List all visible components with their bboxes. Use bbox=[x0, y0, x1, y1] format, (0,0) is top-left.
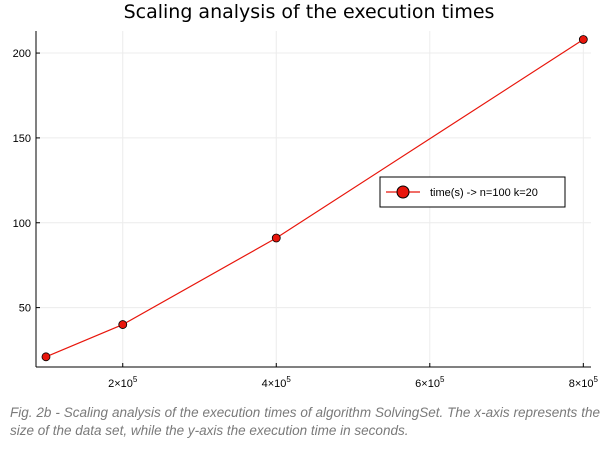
x-tick-label-exponent: 5 bbox=[133, 375, 138, 384]
figure-caption: Fig. 2b - Scaling analysis of the execut… bbox=[10, 405, 600, 438]
x-tick-label-exponent: 5 bbox=[593, 375, 598, 384]
x-tick-label-exponent: 5 bbox=[286, 375, 291, 384]
x-tick-label-base: 8×10 bbox=[569, 378, 594, 390]
y-tick-label: 100 bbox=[13, 218, 31, 230]
x-tick-label-base: 6×10 bbox=[415, 378, 440, 390]
data-point bbox=[271, 233, 281, 243]
x-tick-label-base: 2×10 bbox=[108, 378, 133, 390]
x-tick-label: 2×105 bbox=[108, 375, 138, 390]
legend-marker bbox=[396, 185, 410, 199]
series-line bbox=[45, 38, 584, 358]
x-tick-label-base: 4×10 bbox=[262, 378, 287, 390]
data-point bbox=[578, 35, 588, 44]
grid bbox=[36, 31, 591, 367]
y-tick-label: 150 bbox=[13, 133, 31, 145]
x-tick-label: 4×105 bbox=[262, 375, 292, 390]
chart: Scaling analysis of the execution times … bbox=[13, 1, 599, 390]
series-layer bbox=[41, 35, 588, 362]
chart-title: Scaling analysis of the execution times bbox=[124, 1, 495, 23]
x-tick-label: 6×105 bbox=[415, 375, 445, 390]
data-point bbox=[41, 352, 51, 362]
y-ticks: 50 100 150 200 bbox=[13, 48, 40, 315]
x-tick-label: 8×105 bbox=[569, 375, 599, 390]
legend: time(s) -> n=100 k=20 bbox=[379, 176, 566, 208]
data-point bbox=[118, 320, 128, 329]
x-ticks: 2×105 4×105 6×105 8×105 bbox=[108, 363, 598, 390]
legend-label: time(s) -> n=100 k=20 bbox=[430, 187, 538, 199]
x-tick-label-exponent: 5 bbox=[440, 375, 445, 384]
y-tick-label: 50 bbox=[19, 303, 31, 315]
y-tick-label: 200 bbox=[13, 48, 31, 60]
